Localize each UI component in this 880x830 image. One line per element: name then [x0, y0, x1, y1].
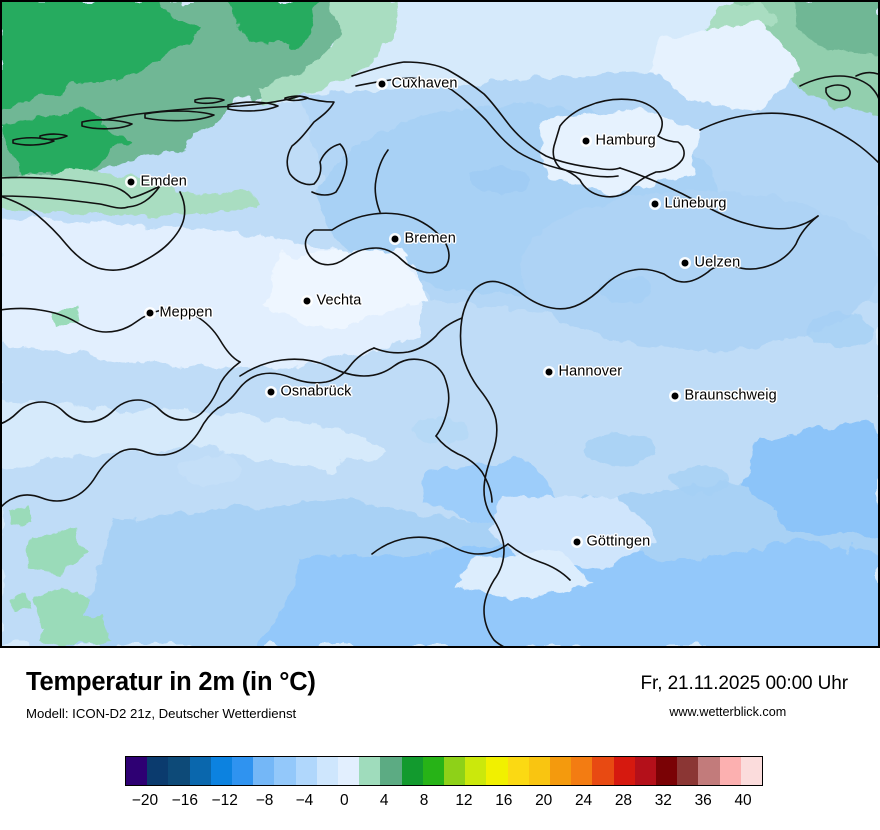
- website-credit: www.wetterblick.com: [669, 705, 787, 719]
- weather-map[interactable]: Cuxhaven Hamburg Emden Lüneburg Bremen Uelzen…: [0, 0, 880, 648]
- temperature-colorbar: −20 −16 −12 −8 −4 0 4 8 12 16 20 24 28 32 36 40: [125, 756, 763, 816]
- city-marker: Lüneburg: [651, 195, 727, 212]
- colorbar-swatch: [550, 757, 572, 785]
- colorbar-swatch: [210, 757, 233, 785]
- colorbar-swatch: [189, 757, 211, 785]
- colorbar-swatch: [126, 757, 148, 785]
- colorbar-swatch: [380, 757, 402, 785]
- city-dot-icon: [391, 235, 399, 242]
- colorbar-tick-label: 28: [614, 792, 633, 809]
- city-marker: Osnabrück: [267, 383, 352, 400]
- colorbar-swatch: [528, 757, 551, 785]
- colorbar-swatch: [592, 757, 614, 785]
- colorbar-swatch: [698, 757, 720, 785]
- colorbar-tick-label: 40: [734, 792, 752, 809]
- map-footer: Temperatur in 2m (in °C) Modell: ICON-D2…: [0, 648, 880, 830]
- city-marker: Vechta: [303, 292, 362, 309]
- city-dot-icon: [681, 259, 689, 266]
- city-dot-icon: [127, 178, 135, 185]
- colorbar-swatch: [422, 757, 445, 785]
- city-label: Cuxhaven: [391, 75, 458, 92]
- colorbar-swatches: [125, 756, 763, 786]
- model-subtitle: Modell: ICON-D2 21z, Deutscher Wetterdie…: [26, 705, 297, 721]
- colorbar-swatch: [740, 757, 763, 785]
- datetime-block: Fr, 21.11.2025 00:00 Uhr www.wetterblick…: [640, 673, 849, 719]
- colorbar-swatch: [656, 757, 678, 785]
- city-dot-icon: [573, 538, 581, 545]
- city-marker: Hamburg: [582, 132, 656, 149]
- colorbar-swatch: [253, 757, 275, 785]
- colorbar-swatch: [316, 757, 339, 785]
- colorbar-swatch: [232, 757, 254, 785]
- city-marker: Hannover: [545, 363, 623, 380]
- city-dot-icon: [545, 368, 553, 375]
- city-marker: Emden: [127, 173, 187, 190]
- city-label: Braunschweig: [684, 387, 777, 404]
- city-marker: Braunschweig: [671, 387, 777, 404]
- colorbar-tick-label: 16: [495, 792, 513, 809]
- city-dot-icon: [267, 388, 275, 395]
- colorbar-tick-label: 0: [340, 792, 349, 809]
- colorbar-swatch: [571, 757, 593, 785]
- colorbar-tick-label: −16: [171, 792, 198, 809]
- colorbar-swatch: [634, 757, 657, 785]
- city-marker: Meppen: [146, 304, 213, 321]
- colorbar-tick-label: 24: [574, 792, 593, 809]
- colorbar-tick-label: 20: [535, 792, 553, 809]
- colorbar-swatch: [486, 757, 508, 785]
- colorbar-swatch: [147, 757, 169, 785]
- colorbar-tick-label: 8: [419, 792, 429, 809]
- colorbar-tick-label: −8: [255, 792, 274, 809]
- city-label: Hamburg: [595, 132, 656, 149]
- city-dot-icon: [146, 309, 154, 316]
- colorbar-tick-label: 4: [379, 792, 389, 809]
- city-label: Vechta: [316, 292, 362, 309]
- colorbar-swatch: [465, 757, 487, 785]
- colorbar-swatch: [359, 757, 381, 785]
- colorbar-tick-label: 36: [694, 792, 712, 809]
- colorbar-tick-label: −20: [131, 792, 159, 809]
- colorbar-tick-label: −4: [295, 792, 314, 809]
- colorbar-swatch: [401, 757, 423, 785]
- colorbar-swatch: [719, 757, 741, 785]
- colorbar-swatch: [677, 757, 699, 785]
- colorbar-swatch: [507, 757, 529, 785]
- colorbar-swatch: [338, 757, 360, 785]
- valid-datetime: Fr, 21.11.2025 00:00 Uhr: [640, 673, 849, 694]
- city-label: Lüneburg: [664, 195, 727, 212]
- city-label: Göttingen: [586, 533, 651, 550]
- page-title: Temperatur in 2m (in °C): [26, 668, 316, 696]
- colorbar-swatch: [444, 757, 466, 785]
- title-block: Temperatur in 2m (in °C) Modell: ICON-D2…: [26, 668, 316, 721]
- colorbar-swatch: [295, 757, 317, 785]
- colorbar-swatch: [168, 757, 190, 785]
- colorbar-tick-labels: −20 −16 −12 −8 −4 0 4 8 12 16 20 24 28 32 36 40: [125, 788, 763, 816]
- city-label: Emden: [140, 173, 187, 190]
- city-dot-icon: [582, 137, 590, 144]
- city-marker: Cuxhaven: [378, 75, 458, 92]
- city-label: Bremen: [404, 230, 456, 247]
- colorbar-swatch: [274, 757, 296, 785]
- city-dot-icon: [378, 80, 386, 87]
- colorbar-swatch: [613, 757, 635, 785]
- administrative-borders: [0, 61, 880, 648]
- city-dot-icon: [651, 200, 659, 207]
- colorbar-tick-label: −12: [211, 792, 238, 809]
- colorbar-tick-label: 32: [654, 792, 672, 809]
- city-marker: Bremen: [391, 230, 456, 247]
- city-label: Hannover: [558, 363, 623, 380]
- city-label: Uelzen: [694, 254, 741, 271]
- city-label: Meppen: [159, 304, 213, 321]
- city-marker: Uelzen: [681, 254, 741, 271]
- city-marker: Göttingen: [573, 533, 651, 550]
- temperature-field: [0, 0, 880, 648]
- city-dot-icon: [303, 297, 311, 304]
- city-label: Osnabrück: [280, 383, 352, 400]
- city-dot-icon: [671, 392, 679, 399]
- colorbar-tick-label: 12: [455, 792, 473, 809]
